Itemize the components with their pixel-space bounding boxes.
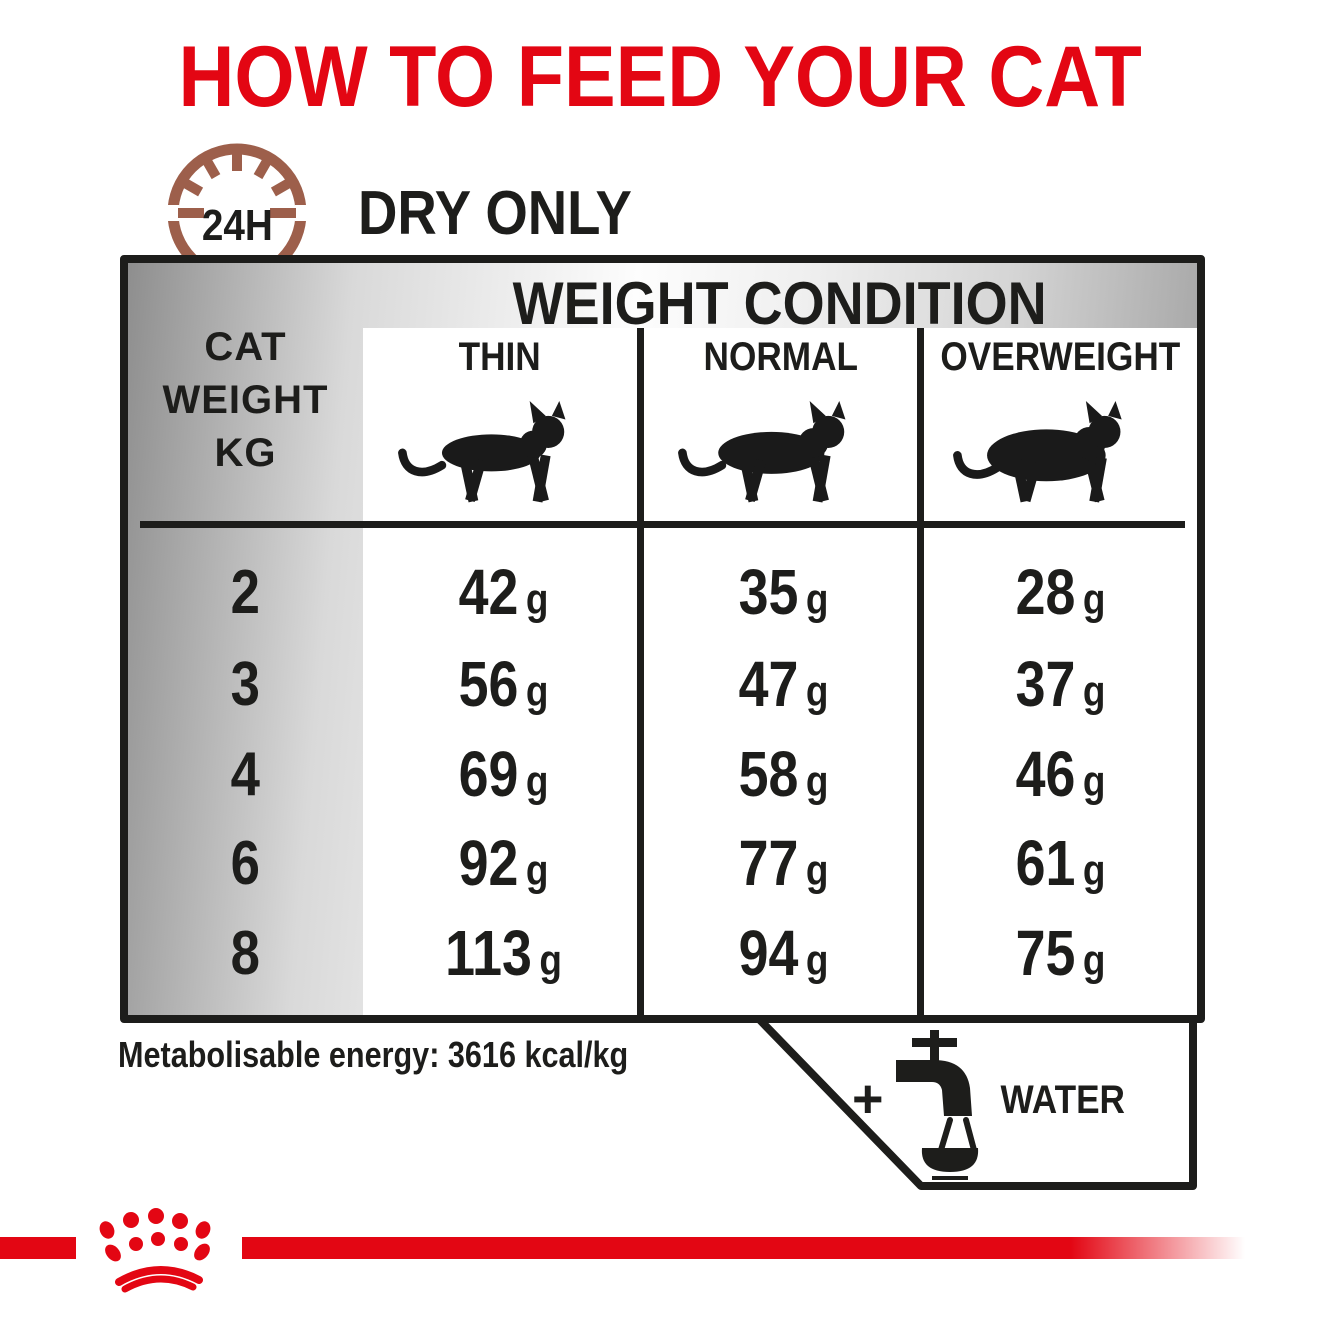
energy-note: Metabolisable energy: 3616 kcal/kg xyxy=(118,1034,629,1075)
row-header-cat-weight-kg: CAT WEIGHT KG xyxy=(128,321,363,480)
cat-normal-icon xyxy=(678,401,846,503)
column-divider-2 xyxy=(917,328,924,1015)
table-header: WEIGHT CONDITION xyxy=(513,270,1047,337)
water-label: WATER xyxy=(1000,1078,1125,1122)
thin-value: 56 g xyxy=(458,648,549,720)
kg-cell: 4 xyxy=(230,739,261,809)
feeding-table: WEIGHT CONDITION CAT WEIGHT KG THIN NORM… xyxy=(120,255,1205,1023)
brand-stripe xyxy=(0,1237,1245,1259)
overweight-value: 75 g xyxy=(1015,917,1106,989)
kg-cell: 2 xyxy=(230,557,261,627)
clock-24h-label: 24H xyxy=(201,201,273,250)
overweight-value: 28 g xyxy=(1015,556,1106,628)
table-row: 2 42 g 35 g 28 g xyxy=(128,549,1197,635)
overweight-value: 37 g xyxy=(1015,648,1106,720)
overweight-value: 61 g xyxy=(1015,827,1106,899)
royal-canin-crown-icon xyxy=(99,1208,211,1293)
normal-value: 47 g xyxy=(739,648,829,720)
cat-thin-icon xyxy=(398,401,566,503)
thin-value: 42 g xyxy=(458,556,549,628)
overweight-value: 46 g xyxy=(1015,738,1106,810)
normal-value: 94 g xyxy=(739,917,829,989)
cat-overweight-icon xyxy=(953,401,1122,503)
row-header-line3: KG xyxy=(214,431,277,475)
header-rule xyxy=(140,521,1185,528)
table-row: 6 92 g 77 g 61 g xyxy=(128,820,1197,906)
column-divider-1 xyxy=(637,328,644,1015)
column-header-overweight: OVERWEIGHT xyxy=(940,335,1181,379)
kg-cell: 6 xyxy=(230,828,261,898)
page-title: HOW TO FEED YOUR CAT xyxy=(178,29,1142,125)
normal-value: 35 g xyxy=(739,556,829,628)
kg-cell: 3 xyxy=(230,649,261,719)
thin-value: 92 g xyxy=(458,827,549,899)
column-header-thin: THIN xyxy=(458,335,542,379)
normal-value: 77 g xyxy=(739,827,829,899)
table-row: 8 113 g 94 g 75 g xyxy=(128,910,1197,996)
water-faucet-icon xyxy=(896,1030,979,1180)
table-row: 4 69 g 58 g 46 g xyxy=(128,731,1197,817)
kg-cell: 8 xyxy=(230,918,261,988)
table-row: 3 56 g 47 g 37 g xyxy=(128,641,1197,727)
column-header-normal: NORMAL xyxy=(703,335,858,379)
plus-sign: + xyxy=(852,1069,884,1129)
thin-value: 113 g xyxy=(445,917,562,989)
row-header-line1: CAT xyxy=(204,325,287,369)
feeding-mode-label: DRY ONLY xyxy=(358,179,632,248)
row-header-line2: WEIGHT xyxy=(162,378,329,422)
normal-value: 58 g xyxy=(739,738,829,810)
thin-value: 69 g xyxy=(458,738,549,810)
